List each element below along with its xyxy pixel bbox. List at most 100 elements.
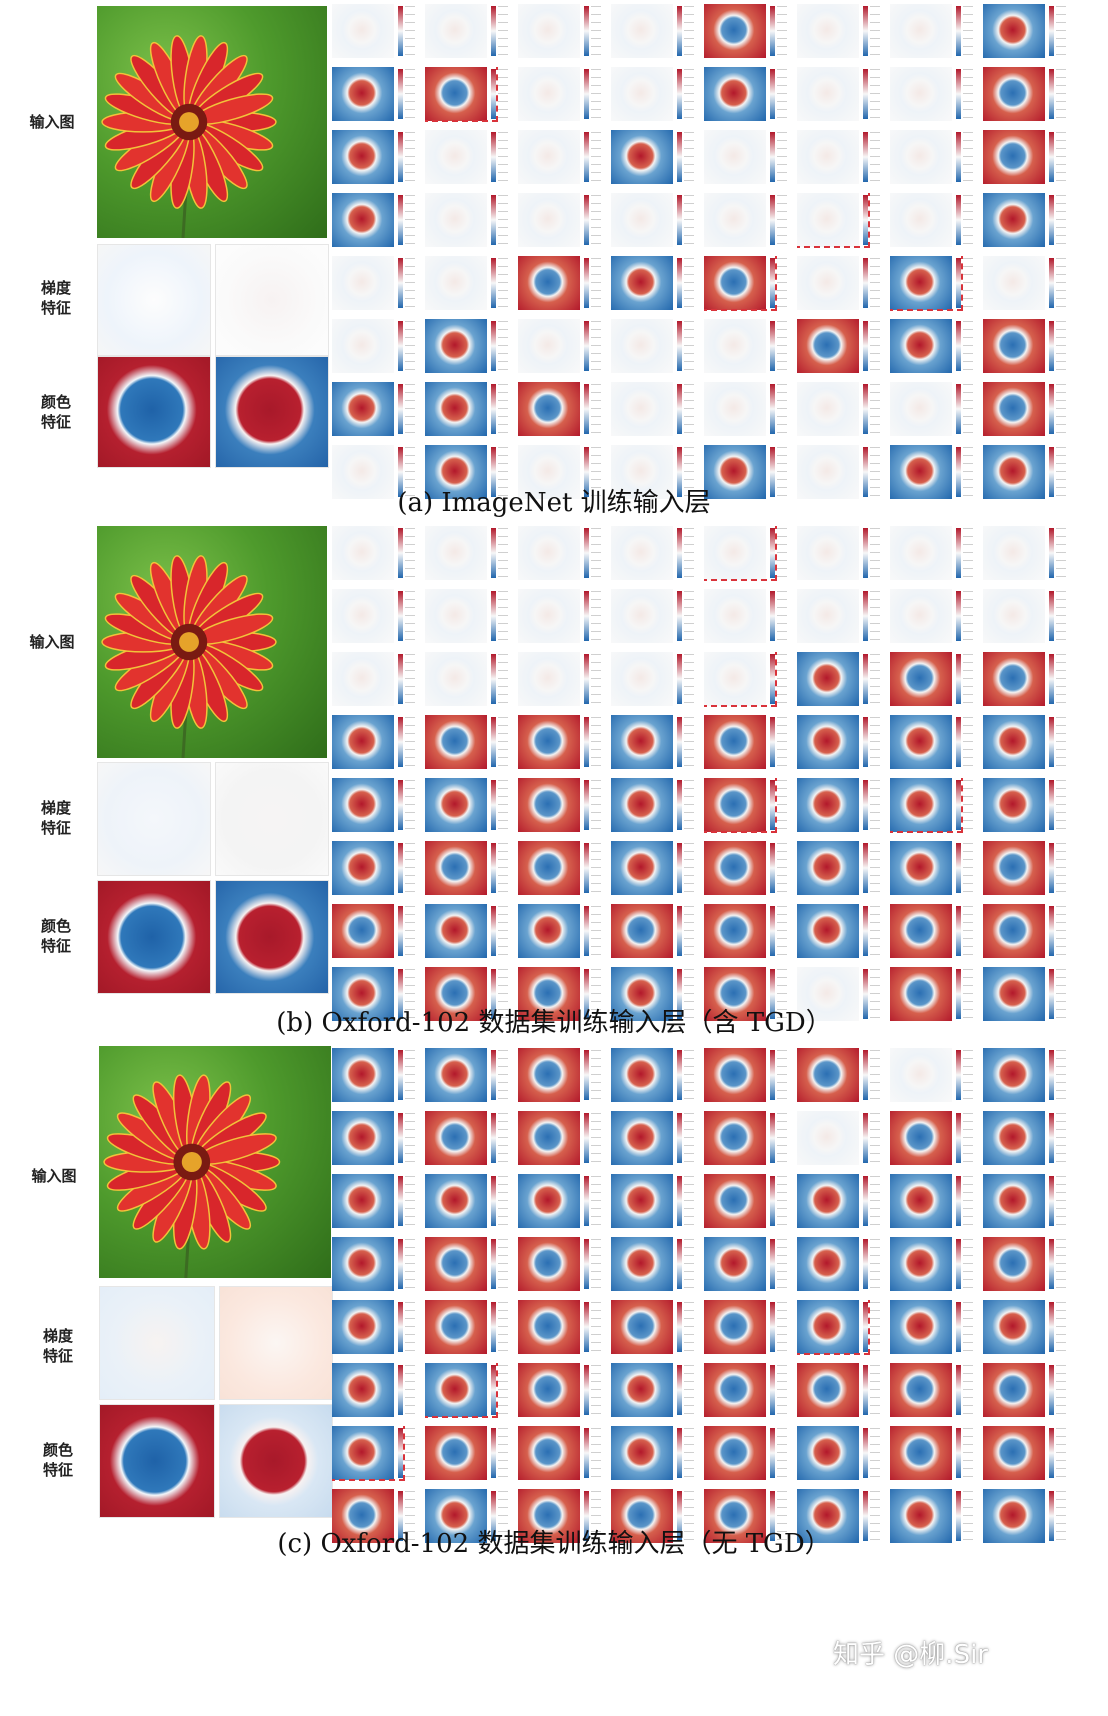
feature-map bbox=[611, 778, 673, 832]
colorbar bbox=[584, 321, 589, 371]
feature-map-cell bbox=[890, 1174, 976, 1230]
colorbar-ticks bbox=[777, 321, 787, 371]
colorbar-ticks bbox=[591, 1050, 601, 1100]
feature-map bbox=[890, 1300, 952, 1354]
colorbar-ticks bbox=[963, 6, 973, 56]
colorbar bbox=[1049, 69, 1054, 119]
feature-map-cell bbox=[983, 382, 1069, 438]
highlight-box bbox=[890, 778, 963, 833]
feature-map bbox=[425, 904, 487, 958]
colorbar bbox=[398, 1176, 403, 1226]
feature-map-cell bbox=[425, 904, 511, 960]
highlight-box bbox=[332, 1426, 405, 1481]
feature-map-cell bbox=[797, 967, 883, 1023]
label-gradient-feature: 梯度 特征 bbox=[42, 1327, 73, 1365]
feature-map bbox=[611, 1237, 673, 1291]
feature-map-cell bbox=[983, 67, 1069, 123]
colorbar-ticks bbox=[405, 132, 415, 182]
colorbar-ticks bbox=[684, 780, 694, 830]
feature-grid bbox=[332, 4, 1069, 501]
feature-map bbox=[704, 1363, 766, 1417]
feature-map bbox=[797, 1111, 859, 1165]
colorbar bbox=[491, 1302, 496, 1352]
feature-map bbox=[704, 1489, 766, 1543]
feature-map bbox=[983, 382, 1045, 436]
feature-map bbox=[890, 382, 952, 436]
feature-map bbox=[332, 1111, 394, 1165]
colorbar-ticks bbox=[684, 1050, 694, 1100]
feature-map bbox=[332, 4, 394, 58]
colorbar-ticks bbox=[963, 1050, 973, 1100]
feature-map-cell bbox=[797, 715, 883, 771]
colorbar bbox=[1049, 1365, 1054, 1415]
feature-map bbox=[983, 319, 1045, 373]
colorbar-ticks bbox=[498, 384, 508, 434]
feature-map-cell bbox=[611, 382, 697, 438]
colorbar-ticks bbox=[963, 1113, 973, 1163]
feature-map bbox=[704, 1300, 766, 1354]
colorbar-ticks bbox=[1056, 384, 1066, 434]
feature-map-cell bbox=[332, 1237, 418, 1293]
colorbar bbox=[584, 447, 589, 497]
colorbar-ticks bbox=[777, 969, 787, 1019]
colorbar bbox=[770, 906, 775, 956]
colorbar bbox=[584, 528, 589, 578]
feature-map bbox=[611, 67, 673, 121]
flower-graphic bbox=[103, 1074, 281, 1278]
colorbar bbox=[677, 843, 682, 893]
feature-map-cell bbox=[704, 130, 790, 186]
feature-map-cell bbox=[425, 1489, 511, 1545]
colorbar-ticks bbox=[591, 1365, 601, 1415]
colorbar bbox=[398, 969, 403, 1019]
colorbar-ticks bbox=[498, 969, 508, 1019]
colorbar bbox=[398, 384, 403, 434]
feature-map bbox=[332, 1426, 394, 1480]
feature-map-cell bbox=[890, 1048, 976, 1104]
colorbar-ticks bbox=[405, 1050, 415, 1100]
colorbar bbox=[770, 69, 775, 119]
feature-map-cell bbox=[425, 382, 511, 438]
colorbar-ticks bbox=[405, 447, 415, 497]
colorbar bbox=[863, 717, 868, 767]
gradient-feature-map-2 bbox=[215, 762, 329, 876]
label-input-image: 输入图 bbox=[29, 633, 75, 651]
colorbar bbox=[956, 321, 961, 371]
feature-map bbox=[983, 1426, 1045, 1480]
feature-map bbox=[611, 130, 673, 184]
feature-map-cell bbox=[704, 1363, 790, 1419]
colorbar-ticks bbox=[1056, 843, 1066, 893]
feature-map bbox=[704, 967, 766, 1021]
colorbar-ticks bbox=[498, 1176, 508, 1226]
colorbar-ticks bbox=[963, 1239, 973, 1289]
feature-map bbox=[332, 382, 394, 436]
colorbar-ticks bbox=[777, 447, 787, 497]
colorbar-ticks bbox=[591, 906, 601, 956]
colorbar-ticks bbox=[963, 528, 973, 578]
feature-map-cell bbox=[611, 1174, 697, 1230]
colorbar bbox=[1049, 1302, 1054, 1352]
colorbar bbox=[491, 906, 496, 956]
colorbar-ticks bbox=[777, 1050, 787, 1100]
colorbar-ticks bbox=[963, 1176, 973, 1226]
colorbar-ticks bbox=[870, 258, 880, 308]
colorbar bbox=[956, 1365, 961, 1415]
feature-map bbox=[983, 1300, 1045, 1354]
feature-map-cell bbox=[983, 715, 1069, 771]
feature-map-cell bbox=[704, 67, 790, 123]
feature-map-cell bbox=[518, 319, 604, 375]
feature-map bbox=[983, 193, 1045, 247]
feature-map-cell bbox=[890, 1489, 976, 1545]
colorbar bbox=[1049, 906, 1054, 956]
feature-map bbox=[797, 193, 859, 247]
feature-map-cell bbox=[983, 1363, 1069, 1419]
feature-map-cell bbox=[611, 715, 697, 771]
feature-map-cell bbox=[332, 589, 418, 645]
colorbar bbox=[956, 780, 961, 830]
feature-map-cell bbox=[425, 130, 511, 186]
feature-map-cell bbox=[797, 778, 883, 834]
gradient-feature-map-2 bbox=[219, 1286, 333, 1400]
feature-map-cell bbox=[983, 1237, 1069, 1293]
colorbar bbox=[863, 384, 868, 434]
feature-map-cell bbox=[983, 4, 1069, 60]
highlight-box bbox=[704, 256, 777, 311]
